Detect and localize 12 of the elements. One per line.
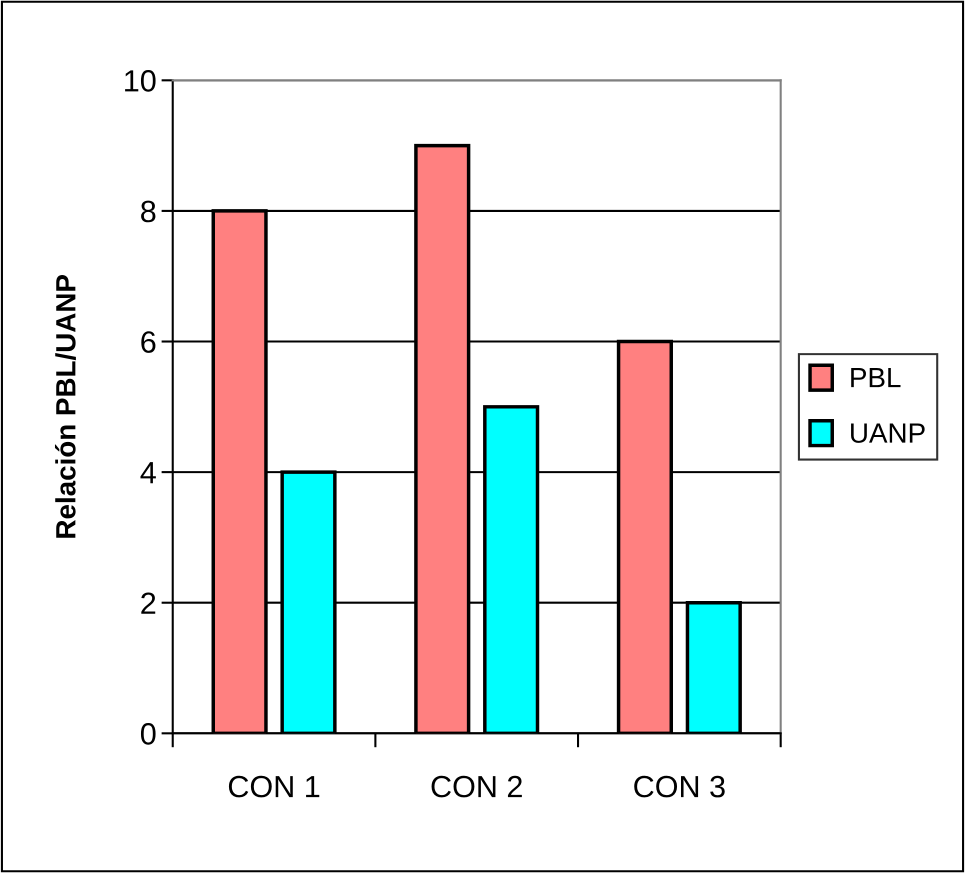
legend-label: UANP (851, 424, 925, 443)
x-tick-label: CON 3 (634, 776, 725, 798)
y-tick-label: 2 (141, 592, 156, 614)
y-tick-label: 0 (140, 723, 156, 745)
y-axis-title: Relación PBL/UANP (54, 275, 76, 538)
x-tick-label: CON 2 (432, 776, 522, 798)
legend-label: PBL (851, 368, 901, 388)
y-tick-label: 4 (140, 462, 156, 484)
y-tick-label: 10 (125, 70, 156, 92)
x-tick-label: CON 1 (228, 776, 320, 798)
y-tick-label: 6 (141, 331, 156, 353)
y-tick-label: 8 (141, 200, 156, 222)
